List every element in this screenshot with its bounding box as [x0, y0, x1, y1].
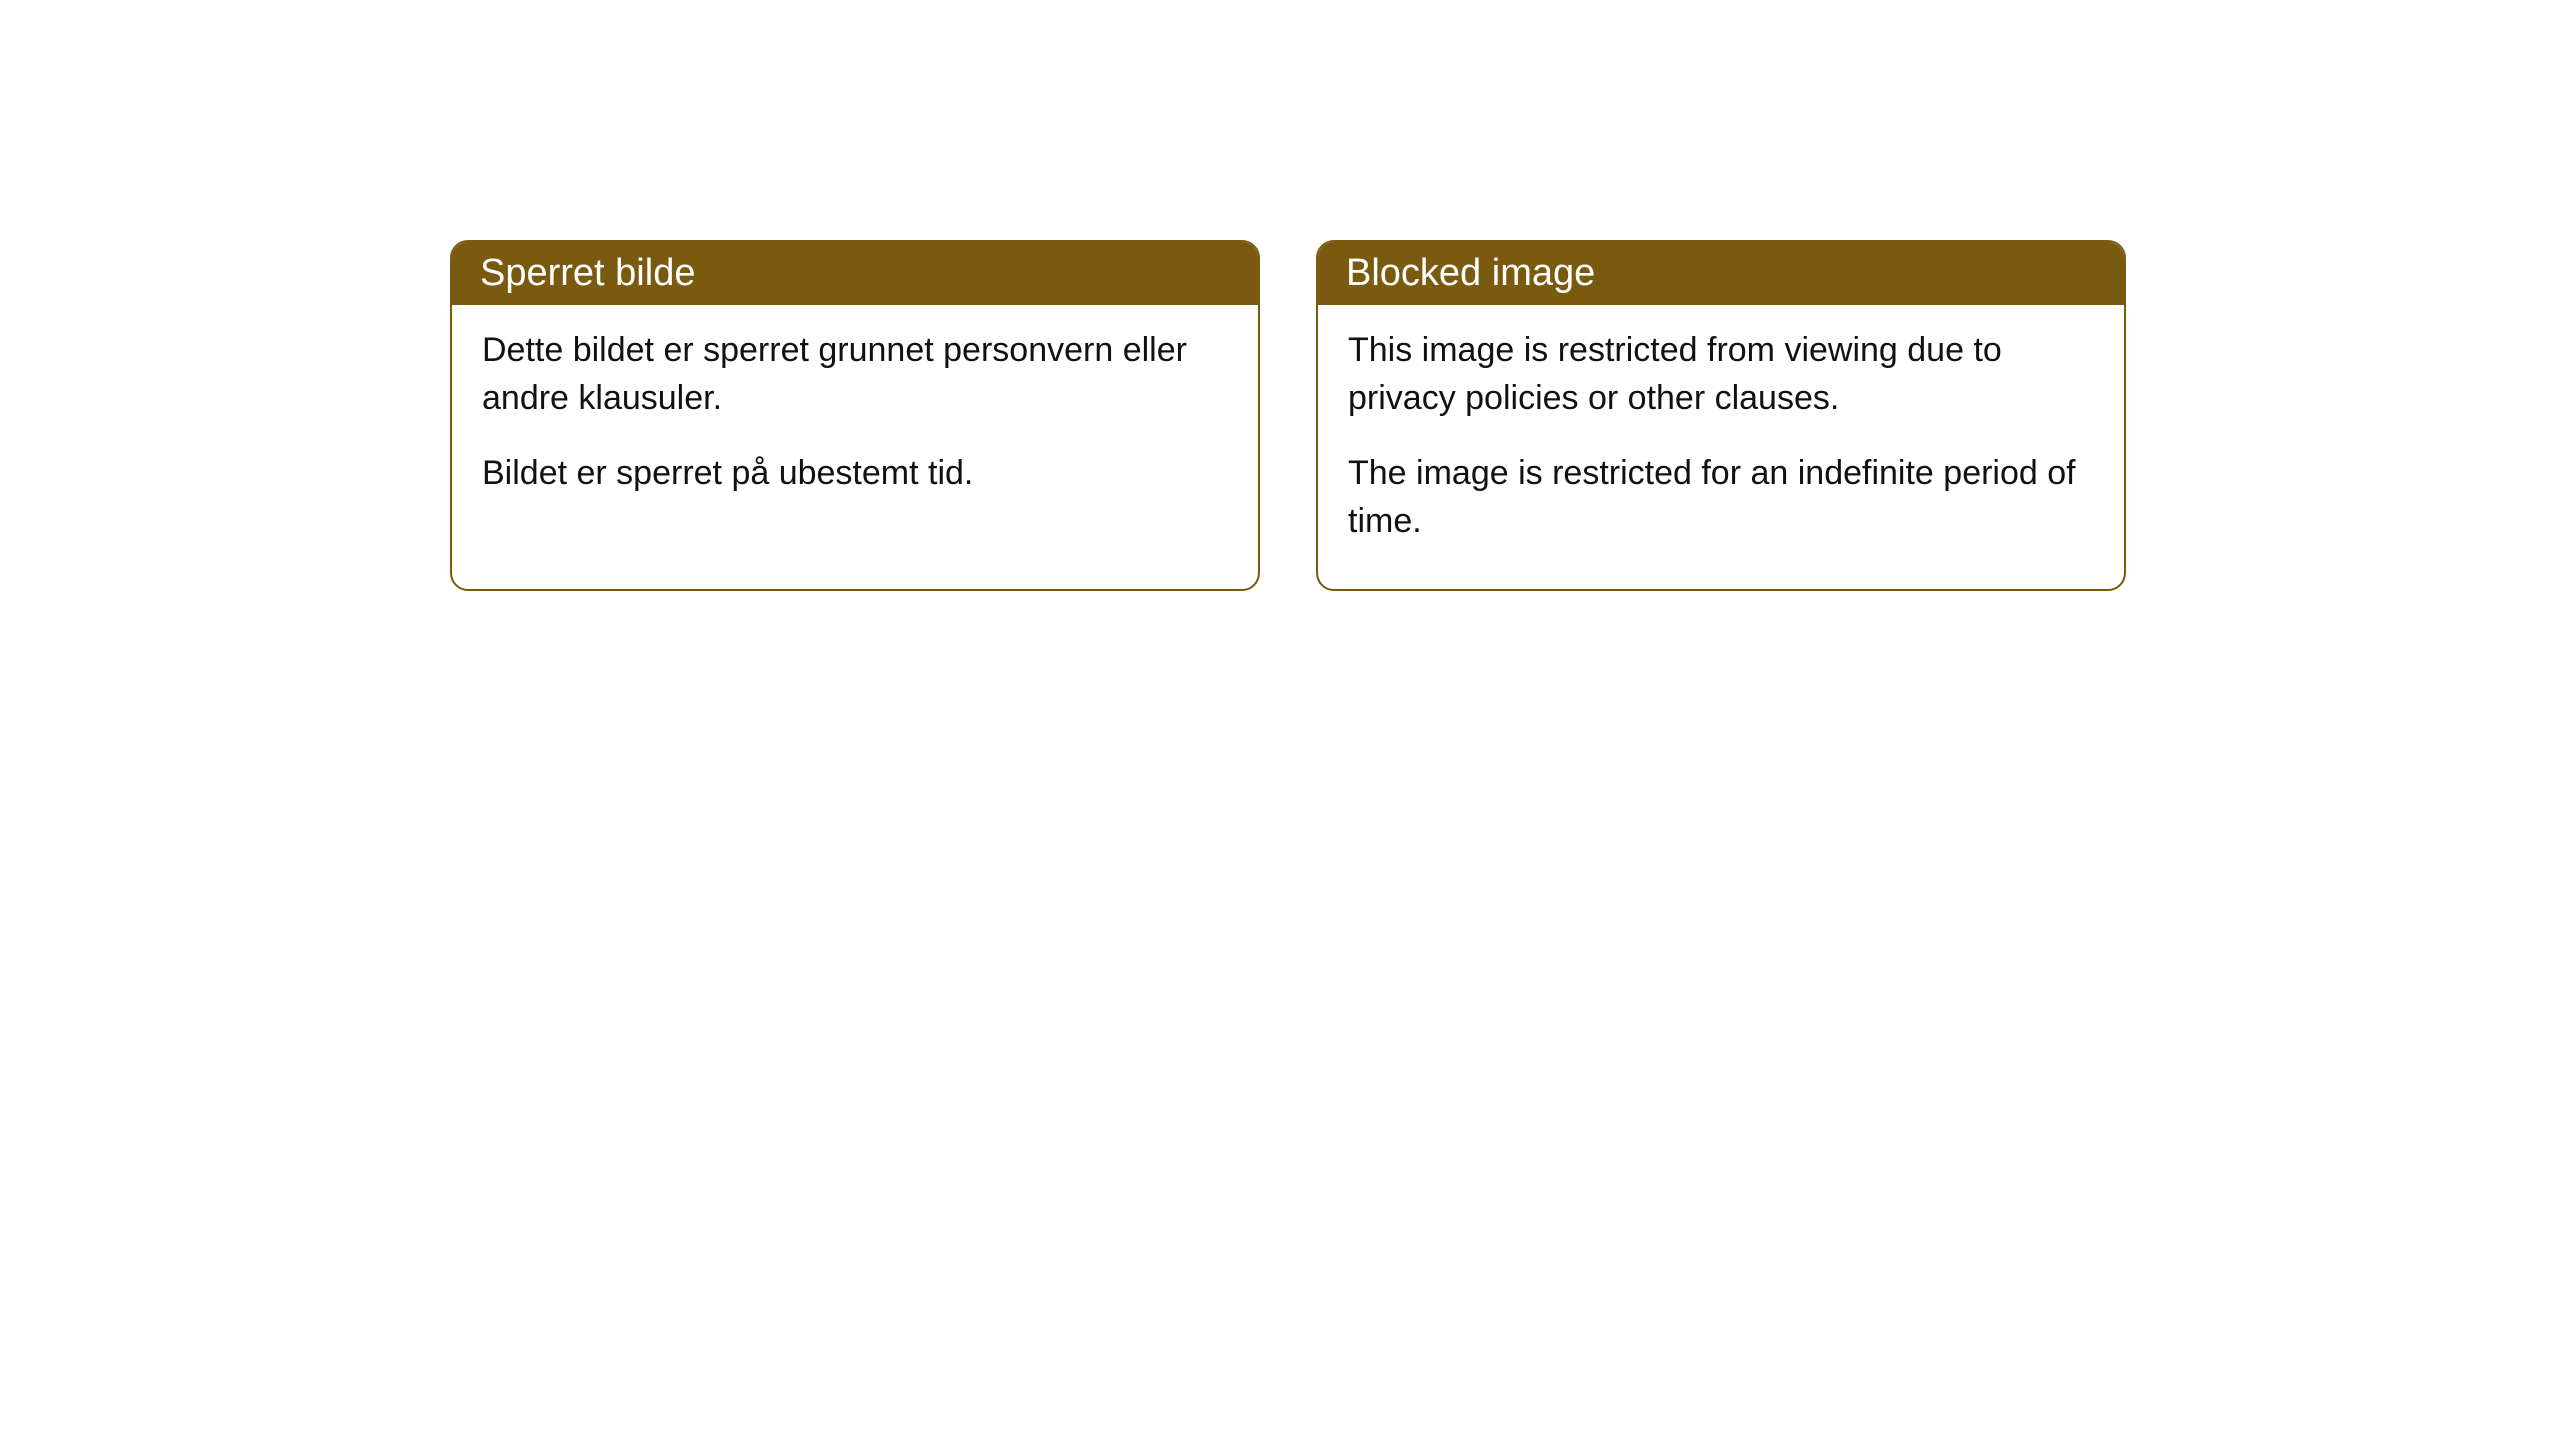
card-title-no: Sperret bilde	[480, 252, 695, 294]
card-paragraph-no-2: Bildet er sperret på ubestemt tid.	[482, 450, 1228, 498]
blocked-image-card-en: Blocked image This image is restricted f…	[1316, 240, 2126, 591]
card-body-no: Dette bildet er sperret grunnet personve…	[452, 305, 1258, 542]
card-body-en: This image is restricted from viewing du…	[1318, 305, 2124, 589]
card-paragraph-en-1: This image is restricted from viewing du…	[1348, 327, 2094, 422]
card-paragraph-no-1: Dette bildet er sperret grunnet personve…	[482, 327, 1228, 422]
blocked-image-card-no: Sperret bilde Dette bildet er sperret gr…	[450, 240, 1260, 591]
card-title-en: Blocked image	[1346, 252, 1595, 294]
card-header-en: Blocked image	[1318, 242, 2124, 305]
notice-cards-container: Sperret bilde Dette bildet er sperret gr…	[450, 240, 2126, 591]
card-paragraph-en-2: The image is restricted for an indefinit…	[1348, 450, 2094, 545]
card-header-no: Sperret bilde	[452, 242, 1258, 305]
